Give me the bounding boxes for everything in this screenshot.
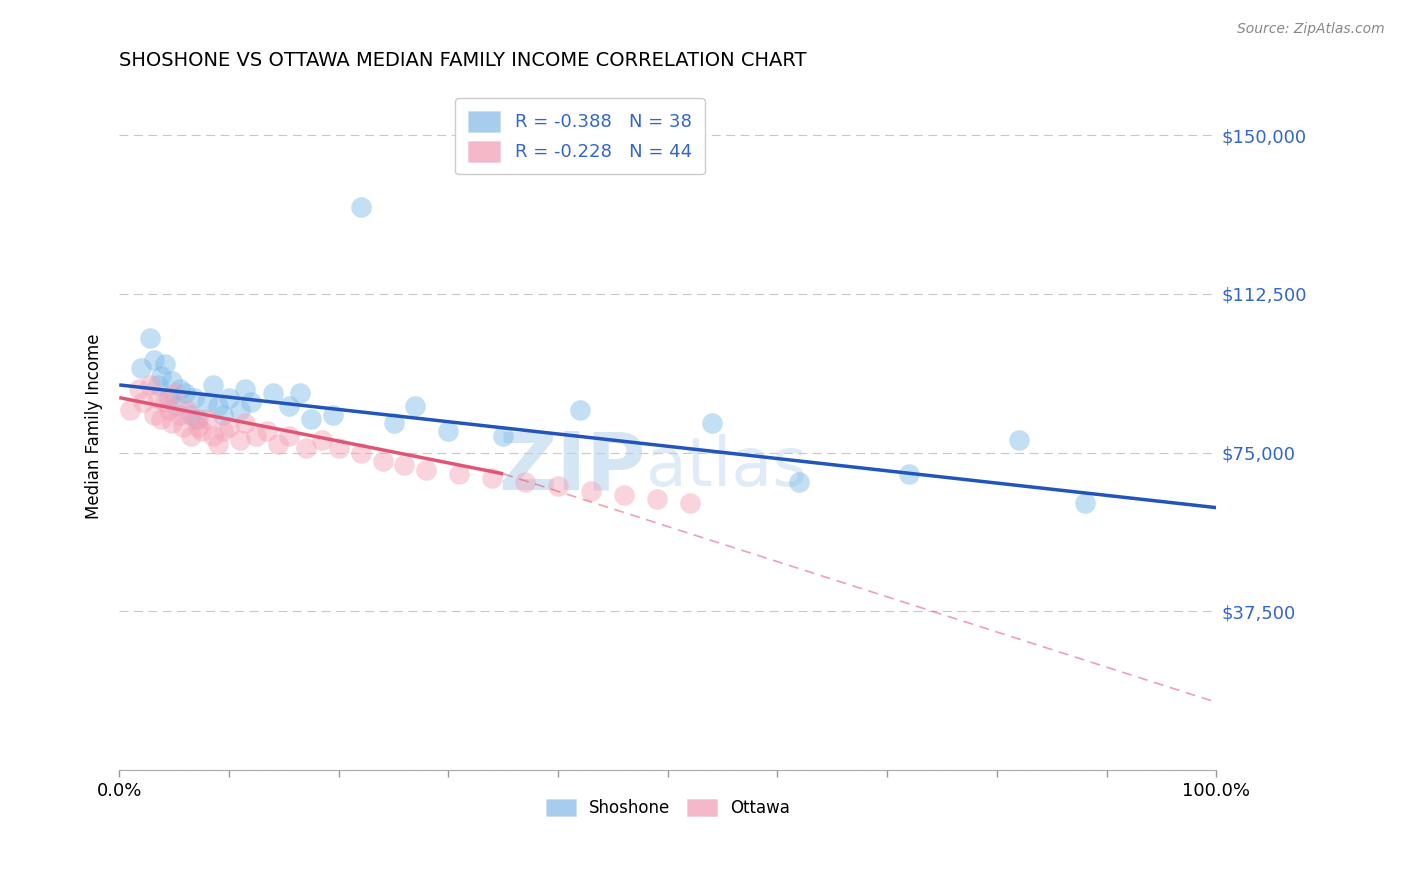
Point xyxy=(146,378,169,392)
Text: Source: ZipAtlas.com: Source: ZipAtlas.com xyxy=(1237,22,1385,37)
Point xyxy=(139,378,162,392)
Point xyxy=(176,403,198,417)
Point xyxy=(613,488,636,502)
Point xyxy=(679,496,702,510)
Point xyxy=(183,391,205,405)
Point xyxy=(201,428,224,442)
Point xyxy=(278,428,301,442)
Point xyxy=(212,425,235,439)
Point xyxy=(201,378,224,392)
Point xyxy=(187,420,209,434)
Point xyxy=(128,382,150,396)
Point xyxy=(1073,496,1095,510)
Point xyxy=(322,408,344,422)
Point xyxy=(190,425,212,439)
Point xyxy=(143,352,166,367)
Point xyxy=(218,420,240,434)
Point xyxy=(229,403,252,417)
Point xyxy=(160,374,183,388)
Point xyxy=(218,391,240,405)
Point xyxy=(180,428,202,442)
Point xyxy=(294,442,316,456)
Point xyxy=(120,403,142,417)
Point xyxy=(207,399,229,413)
Point xyxy=(311,433,333,447)
Point xyxy=(299,411,322,425)
Point xyxy=(155,357,177,371)
Point xyxy=(187,411,209,425)
Point xyxy=(328,442,350,456)
Y-axis label: Median Family Income: Median Family Income xyxy=(86,334,103,519)
Point xyxy=(169,408,191,422)
Point xyxy=(235,416,257,430)
Text: SHOSHONE VS OTTAWA MEDIAN FAMILY INCOME CORRELATION CHART: SHOSHONE VS OTTAWA MEDIAN FAMILY INCOME … xyxy=(120,51,807,70)
Point xyxy=(262,386,284,401)
Point xyxy=(437,425,460,439)
Point xyxy=(239,394,262,409)
Point xyxy=(229,433,252,447)
Point xyxy=(143,408,166,422)
Point xyxy=(149,369,172,384)
Point xyxy=(157,391,180,405)
Point xyxy=(371,454,394,468)
Point xyxy=(174,386,197,401)
Point xyxy=(195,411,218,425)
Point xyxy=(547,479,569,493)
Text: atlas: atlas xyxy=(645,434,807,500)
Point xyxy=(404,399,426,413)
Point xyxy=(481,471,503,485)
Point xyxy=(415,462,437,476)
Text: ZIP: ZIP xyxy=(499,428,645,507)
Point xyxy=(290,386,312,401)
Point xyxy=(278,399,301,413)
Point xyxy=(579,483,602,498)
Point xyxy=(700,416,723,430)
Point xyxy=(235,382,257,396)
Point xyxy=(195,394,218,409)
Point xyxy=(349,200,371,214)
Point xyxy=(146,391,169,405)
Point xyxy=(256,425,278,439)
Point xyxy=(394,458,416,473)
Point xyxy=(449,467,471,481)
Point xyxy=(184,411,207,425)
Point xyxy=(160,416,183,430)
Point xyxy=(898,467,921,481)
Point xyxy=(172,420,194,434)
Legend: Shoshone, Ottawa: Shoshone, Ottawa xyxy=(538,792,797,823)
Point xyxy=(149,411,172,425)
Point xyxy=(382,416,405,430)
Point xyxy=(267,437,290,451)
Point xyxy=(245,428,267,442)
Point xyxy=(1008,433,1031,447)
Point xyxy=(155,394,177,409)
Point xyxy=(129,361,152,376)
Point xyxy=(492,428,515,442)
Point xyxy=(163,386,186,401)
Point xyxy=(515,475,537,490)
Point xyxy=(180,408,202,422)
Point xyxy=(645,492,668,507)
Point xyxy=(169,382,191,396)
Point xyxy=(569,403,592,417)
Point xyxy=(165,399,187,413)
Point xyxy=(132,394,155,409)
Point xyxy=(139,331,162,345)
Point xyxy=(349,445,371,459)
Point xyxy=(212,408,235,422)
Point xyxy=(207,437,229,451)
Point xyxy=(157,403,180,417)
Point xyxy=(789,475,811,490)
